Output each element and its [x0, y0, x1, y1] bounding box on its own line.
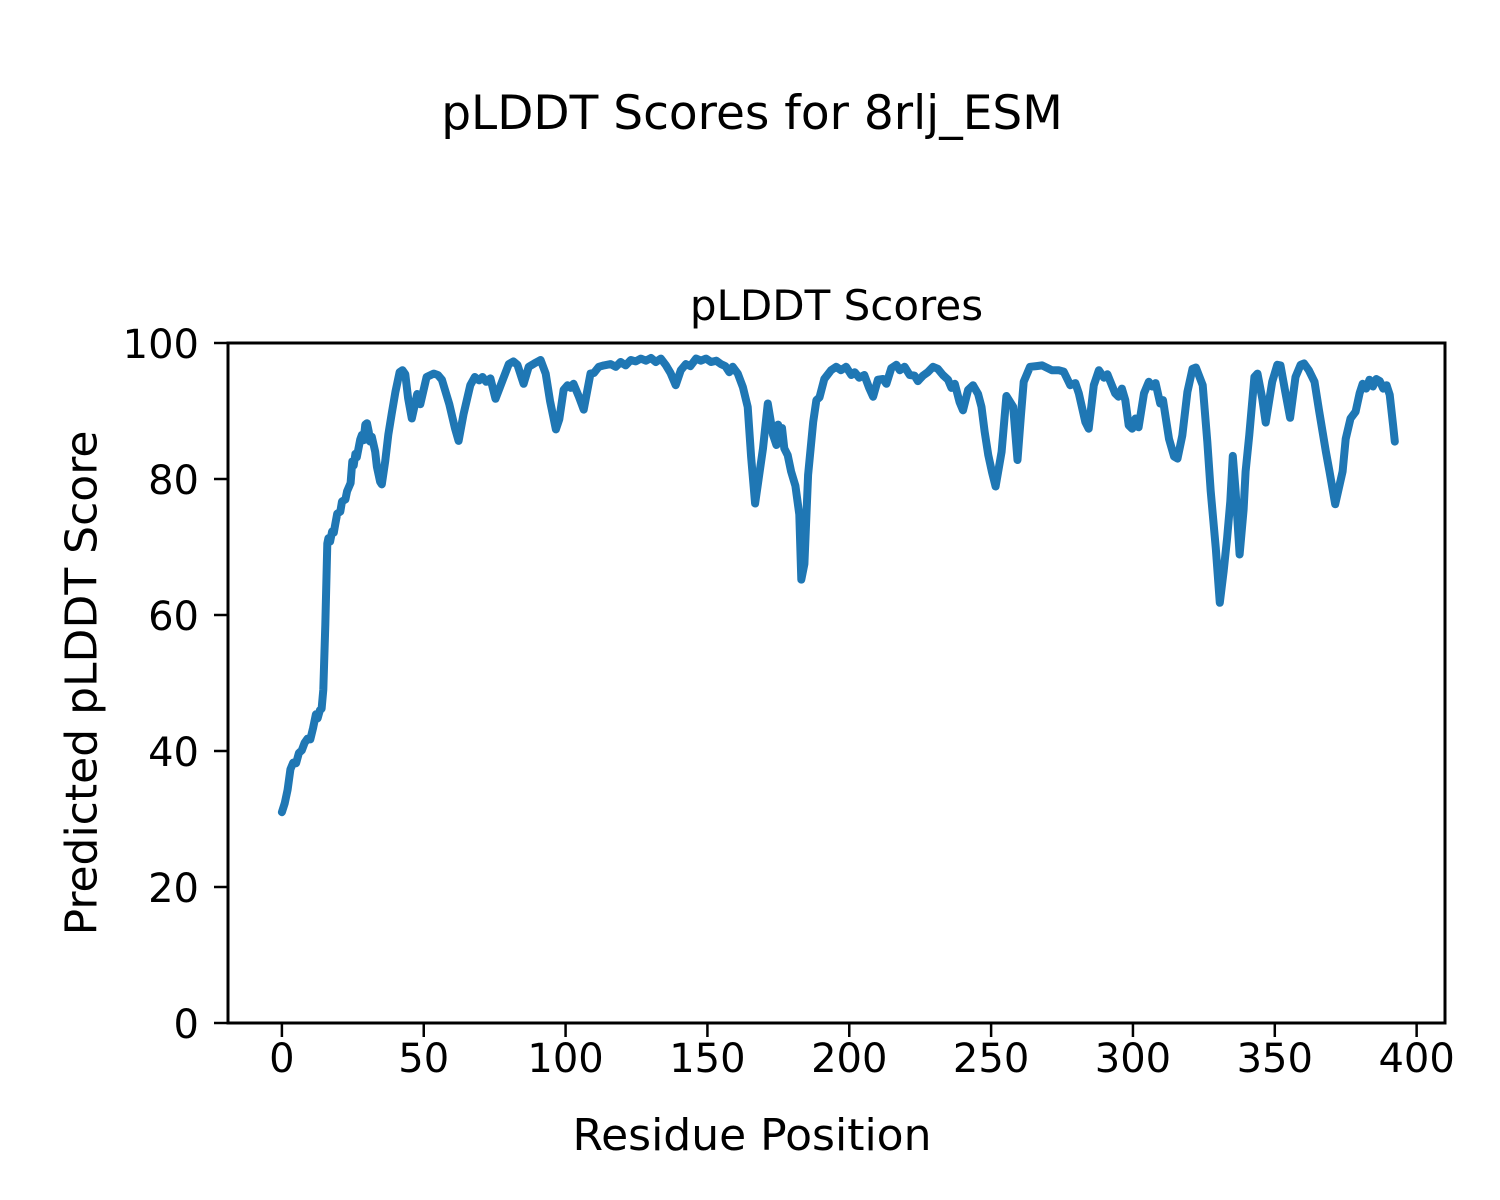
- x-tick-label: 200: [811, 1036, 887, 1082]
- axes-title: pLDDT Scores: [689, 281, 984, 330]
- figure-title: pLDDT Scores for 8rlj_ESM: [441, 86, 1063, 141]
- y-tick-label: 20: [148, 866, 199, 912]
- axes-frame: [226, 341, 1447, 1025]
- x-tick-label: 400: [1378, 1036, 1454, 1082]
- x-tick-label: 350: [1237, 1036, 1313, 1082]
- y-tick-label: 80: [148, 458, 199, 504]
- x-axis-label: Residue Position: [572, 1110, 932, 1161]
- y-tick-label: 40: [148, 730, 199, 776]
- x-tick-label: 0: [269, 1036, 294, 1082]
- x-tick-label: 100: [527, 1036, 603, 1082]
- x-tick-label: 300: [1095, 1036, 1171, 1082]
- y-tick-label: 100: [123, 322, 199, 368]
- y-tick-label: 60: [148, 594, 199, 640]
- plddt-line-series: [277, 354, 1399, 817]
- y-tick-label: 0: [174, 1002, 199, 1048]
- x-tick-label: 250: [953, 1036, 1029, 1082]
- x-tick-label: 50: [398, 1036, 449, 1082]
- x-tick-label: 150: [669, 1036, 745, 1082]
